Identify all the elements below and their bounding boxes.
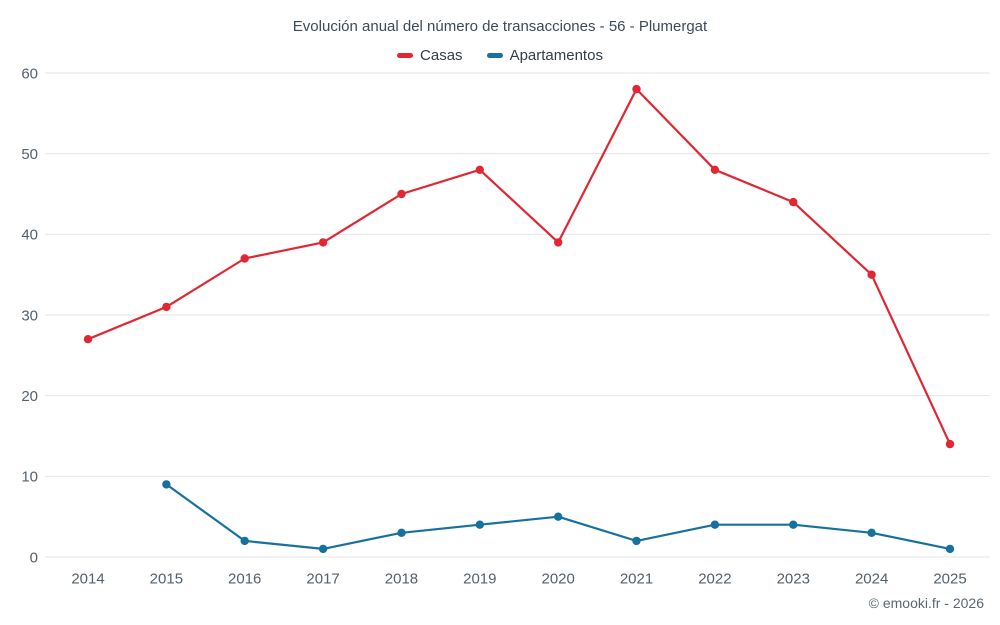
x-tick-label: 2020 bbox=[541, 570, 574, 587]
series-marker-casas bbox=[162, 302, 171, 312]
series-marker-apartamentos bbox=[789, 520, 798, 529]
chart-footer: © emooki.fr - 2026 bbox=[868, 595, 984, 611]
series-marker-apartamentos bbox=[240, 536, 249, 546]
legend-label-apartamentos: Apartamentos bbox=[509, 47, 603, 64]
x-tick-label: 2022 bbox=[698, 570, 731, 587]
legend-item-casas[interactable]: Casas bbox=[397, 47, 463, 64]
series-marker-casas bbox=[397, 189, 406, 199]
series-marker-apartamentos bbox=[397, 528, 406, 537]
series-marker-casas bbox=[632, 84, 641, 94]
y-tick-label: 30 bbox=[21, 307, 38, 324]
series-marker-casas bbox=[83, 335, 93, 344]
series-marker-apartamentos bbox=[867, 528, 876, 537]
x-tick-label: 2018 bbox=[385, 570, 418, 587]
series-marker-apartamentos bbox=[318, 544, 328, 554]
series-marker-casas bbox=[867, 270, 876, 279]
x-tick-label: 2023 bbox=[777, 570, 810, 587]
legend-label-casas: Casas bbox=[420, 47, 463, 64]
chart-title: Evolución anual del número de transaccio… bbox=[292, 18, 708, 35]
x-tick-label: 2017 bbox=[306, 570, 339, 587]
y-tick-label: 50 bbox=[21, 146, 38, 163]
y-tick-label: 0 bbox=[30, 549, 38, 566]
x-tick-label: 2019 bbox=[463, 570, 496, 587]
series-marker-apartamentos bbox=[554, 512, 563, 521]
y-tick-label: 20 bbox=[21, 388, 38, 405]
series-marker-apartamentos bbox=[475, 520, 484, 529]
series-marker-apartamentos bbox=[945, 544, 955, 554]
x-tick-label: 2016 bbox=[228, 570, 261, 587]
series-marker-casas bbox=[789, 197, 798, 207]
series-marker-casas bbox=[554, 238, 563, 247]
x-tick-label: 2025 bbox=[933, 570, 966, 587]
y-tick-label: 40 bbox=[21, 227, 38, 244]
legend: Casas Apartamentos bbox=[0, 47, 1000, 64]
x-tick-label: 2014 bbox=[71, 570, 104, 587]
legend-item-apartamentos[interactable]: Apartamentos bbox=[486, 47, 603, 64]
series-marker-casas bbox=[710, 165, 720, 174]
x-tick-label: 2015 bbox=[150, 570, 183, 587]
x-tick-label: 2024 bbox=[855, 570, 888, 587]
y-tick-label: 60 bbox=[21, 65, 38, 82]
x-tick-label: 2021 bbox=[620, 570, 653, 587]
legend-swatch-casas bbox=[397, 53, 414, 58]
legend-swatch-apartamentos bbox=[486, 53, 503, 58]
series-marker-casas bbox=[318, 238, 328, 247]
series-marker-apartamentos bbox=[162, 480, 171, 489]
y-tick-label: 10 bbox=[21, 469, 38, 486]
series-marker-apartamentos bbox=[632, 536, 641, 546]
series-marker-casas bbox=[475, 165, 484, 174]
series-marker-apartamentos bbox=[710, 520, 720, 529]
series-line-casas bbox=[86, 88, 952, 446]
series-marker-casas bbox=[945, 439, 955, 449]
series-marker-casas bbox=[240, 254, 249, 263]
